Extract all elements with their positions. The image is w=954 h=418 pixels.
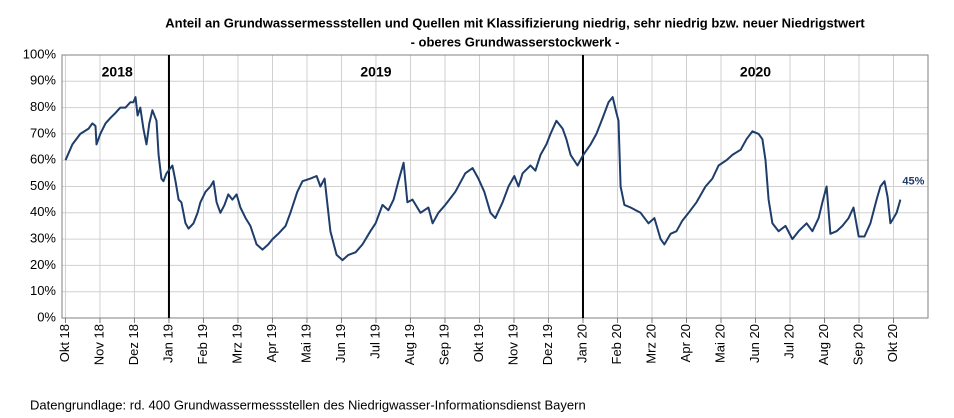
chart-title: Anteil an Grundwassermessstellen und Que…: [165, 15, 865, 30]
x-tick-label: Jan 20: [574, 324, 589, 363]
x-tick-label: Sep 19: [436, 324, 451, 365]
x-tick-label: Aug 19: [402, 324, 417, 365]
x-tick-label: Mrz 19: [229, 324, 244, 364]
x-tick-label: Mrz 20: [643, 324, 658, 364]
x-tick-label: Feb 19: [195, 324, 210, 364]
x-tick-label: Dez 18: [126, 324, 141, 365]
x-tick-label: Jun 20: [747, 324, 762, 363]
y-tick-label: 50%: [30, 178, 56, 193]
x-tick-label: Nov 19: [505, 324, 520, 365]
x-tick-label: Apr 19: [264, 324, 279, 362]
y-tick-label: 80%: [30, 99, 56, 114]
year-label: 2019: [360, 64, 391, 80]
x-tick-label: Feb 20: [609, 324, 624, 364]
y-tick-label: 20%: [30, 257, 56, 272]
x-tick-label: Nov 18: [91, 324, 106, 365]
y-tick-label: 100%: [23, 46, 57, 61]
x-tick-label: Apr 20: [678, 324, 693, 362]
x-tick-label: Okt 20: [885, 324, 900, 362]
x-tick-label: Jul 20: [781, 324, 796, 359]
y-tick-label: 70%: [30, 125, 56, 140]
data-line: [64, 96, 902, 262]
plot-border: [61, 54, 929, 319]
x-tick-label: Sep 20: [850, 324, 865, 365]
year-label: 2020: [740, 64, 771, 80]
end-label: 45%: [902, 176, 924, 188]
y-tick-label: 40%: [30, 204, 56, 219]
x-tick-label: Jul 19: [367, 324, 382, 359]
y-tick-label: 0%: [37, 309, 56, 324]
x-tick-label: Okt 19: [471, 324, 486, 362]
x-tick-label: Jun 19: [333, 324, 348, 363]
x-tick-label: Aug 20: [816, 324, 831, 365]
source-note: Datengrundlage: rd. 400 Grundwassermesss…: [30, 397, 586, 412]
y-tick-label: 30%: [30, 231, 56, 246]
year-label: 2018: [102, 64, 133, 80]
x-tick-label: Jan 19: [160, 324, 175, 363]
x-tick-label: Dez 19: [540, 324, 555, 365]
y-tick-label: 60%: [30, 152, 56, 167]
chart-subtitle: - oberes Grundwasserstockwerk -: [411, 34, 620, 49]
x-tick-label: Okt 18: [57, 324, 72, 362]
y-tick-label: 10%: [30, 283, 56, 298]
x-tick-label: Mai 20: [712, 324, 727, 363]
x-tick-label: Mai 19: [298, 324, 313, 363]
y-tick-label: 90%: [30, 73, 56, 88]
